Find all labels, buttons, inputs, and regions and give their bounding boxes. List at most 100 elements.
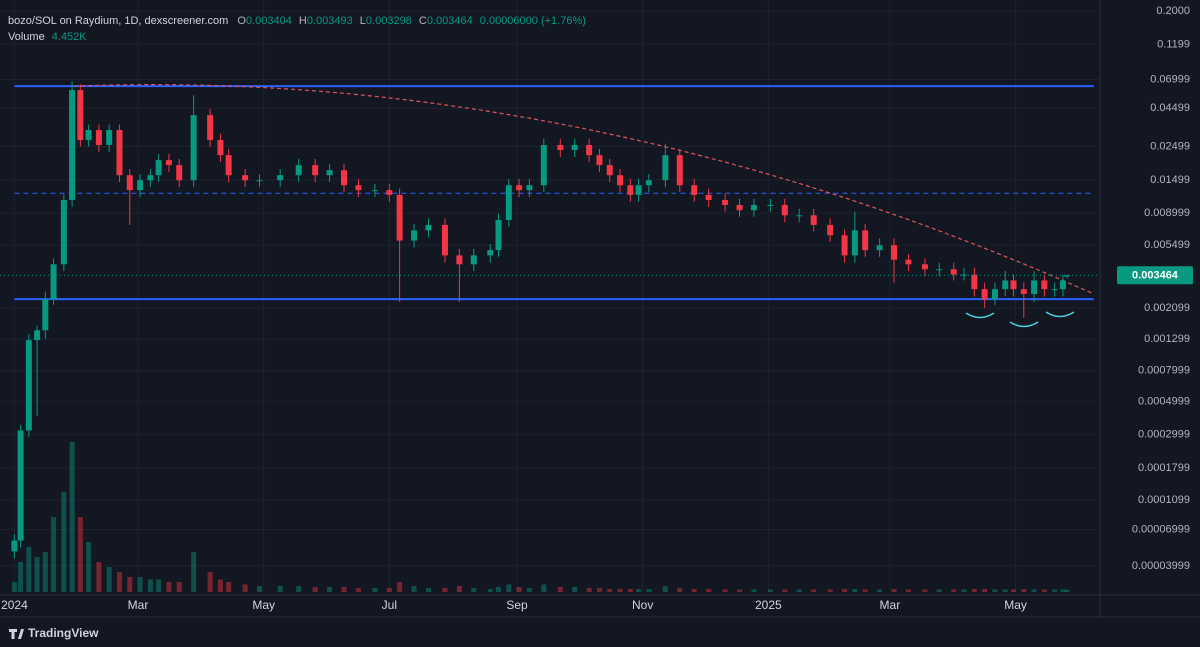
candle-body: [165, 160, 172, 166]
volume-bar: [662, 586, 668, 592]
candle-body: [456, 255, 463, 265]
volume-bar: [69, 442, 75, 592]
y-tick-label: 0.002099: [1144, 302, 1190, 314]
ohlc-value: 0.003404: [246, 15, 292, 27]
candle-body: [1064, 275, 1071, 277]
candle-body: [645, 180, 652, 186]
y-tick-label: 0.04499: [1150, 102, 1190, 114]
x-tick-label: Mar: [880, 598, 901, 612]
candle-body: [25, 340, 32, 431]
candle-body: [386, 190, 393, 195]
candle-body: [705, 194, 712, 201]
candle-body: [371, 190, 378, 192]
volume-bar: [961, 589, 967, 592]
ohlc-value: 0.003464: [427, 15, 473, 27]
candle-body: [841, 235, 848, 256]
candle-body: [876, 245, 883, 251]
candle-body: [767, 204, 774, 206]
volume-bar: [677, 588, 683, 592]
volume-bar: [487, 589, 493, 592]
volume-bar: [636, 589, 642, 592]
candle-body: [736, 204, 743, 211]
volume-bar: [1002, 589, 1008, 592]
candle-body: [676, 155, 683, 186]
volume-bar: [782, 589, 788, 592]
candle-body: [851, 230, 858, 256]
candle-body: [635, 185, 642, 195]
annotation-arc: [1045, 311, 1075, 318]
candle-body: [1010, 280, 1017, 290]
ohlc-value: 0.003298: [366, 15, 412, 27]
volume-bar: [767, 589, 773, 592]
y-tick-label: 0.01499: [1150, 174, 1190, 186]
volume-bar: [34, 557, 40, 592]
price-label: 0.003464: [1132, 270, 1179, 282]
candle-body: [355, 185, 362, 191]
candle-body: [691, 185, 698, 195]
candle-body: [1031, 280, 1038, 294]
candle-body: [441, 224, 448, 256]
annotation-arc: [1009, 321, 1039, 328]
trend-line: [74, 84, 1095, 295]
volume-bar: [312, 587, 318, 592]
candle-body: [85, 130, 92, 141]
candle-body: [77, 90, 84, 141]
candle-body: [750, 204, 757, 211]
volume-bar: [425, 588, 431, 592]
volume-bar: [737, 589, 743, 592]
volume-bar: [796, 589, 802, 592]
volume-bar: [607, 589, 613, 592]
volume-bar: [516, 587, 522, 592]
candle-body: [905, 259, 912, 265]
volume-layer: [11, 442, 1070, 592]
candle-body: [627, 185, 634, 195]
y-tick-label: 0.0007999: [1138, 365, 1190, 377]
candle-body: [1059, 280, 1066, 290]
volume-bar: [61, 492, 67, 592]
volume-value: 4.452K: [52, 31, 88, 43]
candle-body: [487, 250, 494, 256]
volume-bar: [1041, 589, 1047, 592]
candle-body: [516, 185, 523, 191]
volume-bar: [586, 588, 592, 592]
x-tick-label: May: [1004, 598, 1027, 612]
y-tick-label: 0.0002999: [1138, 429, 1190, 441]
candle-body: [207, 115, 214, 141]
volume-bar: [691, 589, 697, 592]
volume-bar: [411, 586, 417, 592]
candle-body: [42, 299, 49, 331]
change: 0.00006000 (+1.76%): [480, 15, 586, 27]
x-tick-label: 2025: [755, 598, 782, 612]
volume-bar: [51, 517, 57, 592]
ohlc-label: H: [299, 15, 307, 27]
volume-bar: [862, 589, 868, 592]
ohlc-label: C: [419, 15, 427, 27]
candle-body: [312, 165, 319, 176]
volume-bar: [355, 588, 361, 592]
volume-bar: [971, 589, 977, 592]
brand-logo: [9, 629, 24, 639]
y-tick-label: 0.008999: [1144, 207, 1190, 219]
volume-bar: [327, 587, 333, 592]
candle-body: [1020, 289, 1027, 294]
candle-body: [425, 224, 432, 231]
candle-body: [60, 200, 67, 265]
candle-body: [34, 330, 41, 341]
y-tick-label: 0.02499: [1150, 140, 1190, 152]
x-tick-label: Sep: [506, 598, 528, 612]
volume-bar: [617, 589, 623, 592]
candle-body: [526, 185, 533, 191]
volume-bar: [341, 587, 347, 592]
candle-body: [411, 230, 418, 241]
candle-body: [991, 289, 998, 300]
candle-body: [596, 155, 603, 166]
candle-body: [95, 130, 102, 145]
candle-body: [557, 144, 564, 151]
candle-body: [950, 269, 957, 275]
candle-body: [586, 144, 593, 156]
volume-bar: [572, 587, 578, 592]
header: bozo/SOL on Raydium, 1D, dexscreener.com…: [8, 15, 586, 27]
volume-bar: [842, 589, 848, 592]
